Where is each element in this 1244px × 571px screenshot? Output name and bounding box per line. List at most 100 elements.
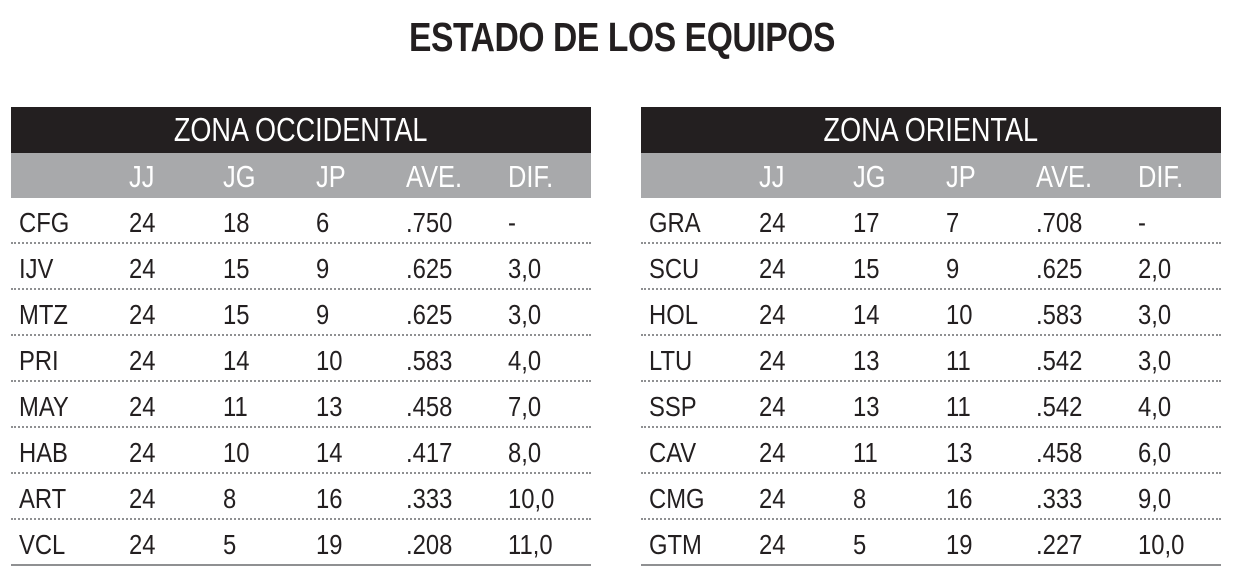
table-row: MTZ 24 15 9 .625 3,0 <box>11 290 591 336</box>
table-body-east: GRA 24 17 7 .708 - SCU 24 15 9 .625 2,0 … <box>641 198 1221 566</box>
team-code: GRA <box>649 207 701 238</box>
games-lost: 10 <box>316 345 343 376</box>
column-header-jg: JG <box>223 159 256 194</box>
team-code: GTM <box>649 529 702 560</box>
difference: 9,0 <box>1138 483 1172 514</box>
table-row: ART 24 8 16 .333 10,0 <box>11 474 591 520</box>
difference: - <box>508 207 516 238</box>
games-played: 24 <box>129 207 156 238</box>
difference: 3,0 <box>1138 299 1172 330</box>
games-lost: 9 <box>316 253 330 284</box>
column-header-jg: JG <box>853 159 886 194</box>
difference: 7,0 <box>508 391 542 422</box>
difference: 10,0 <box>1138 529 1185 560</box>
team-code: IJV <box>19 253 54 284</box>
games-played: 24 <box>129 391 156 422</box>
games-played: 24 <box>129 437 156 468</box>
games-won: 18 <box>223 207 250 238</box>
games-won: 17 <box>853 207 880 238</box>
games-played: 24 <box>759 483 786 514</box>
games-played: 24 <box>129 299 156 330</box>
games-won: 15 <box>853 253 880 284</box>
difference: 11,0 <box>508 529 553 560</box>
column-header-ave: AVE. <box>406 159 463 194</box>
table-row: CAV 24 11 13 .458 6,0 <box>641 428 1221 474</box>
games-lost: 13 <box>316 391 343 422</box>
games-lost: 16 <box>946 483 973 514</box>
games-won: 11 <box>853 437 878 468</box>
table-row: SCU 24 15 9 .625 2,0 <box>641 244 1221 290</box>
games-won: 14 <box>223 345 250 376</box>
average: .708 <box>1036 207 1083 238</box>
games-played: 24 <box>129 529 156 560</box>
difference: - <box>1138 207 1146 238</box>
games-played: 24 <box>759 391 786 422</box>
table-row: CMG 24 8 16 .333 9,0 <box>641 474 1221 520</box>
standings-table-west: ZONA OCCIDENTAL JJ JG JP AVE. DIF. CFG 2… <box>11 107 591 566</box>
table-row: CFG 24 18 6 .750 - <box>11 198 591 244</box>
table-row: MAY 24 11 13 .458 7,0 <box>11 382 591 428</box>
games-won: 13 <box>853 345 880 376</box>
average: .417 <box>406 437 453 468</box>
games-won: 10 <box>223 437 250 468</box>
team-code: ART <box>19 483 67 514</box>
table-row: PRI 24 14 10 .583 4,0 <box>11 336 591 382</box>
games-lost: 9 <box>946 253 960 284</box>
team-code: CMG <box>649 483 705 514</box>
column-header-jj: JJ <box>759 159 785 194</box>
average: .333 <box>1036 483 1083 514</box>
column-header-jj: JJ <box>129 159 155 194</box>
average: .583 <box>1036 299 1083 330</box>
difference: 4,0 <box>1138 391 1172 422</box>
games-lost: 19 <box>316 529 343 560</box>
games-played: 24 <box>759 299 786 330</box>
table-row: HOL 24 14 10 .583 3,0 <box>641 290 1221 336</box>
page-title: ESTADO DE LOS EQUIPOS <box>408 14 836 60</box>
column-header-jp: JP <box>316 159 346 194</box>
games-won: 8 <box>223 483 237 514</box>
difference: 6,0 <box>1138 437 1172 468</box>
column-header-ave: AVE. <box>1036 159 1093 194</box>
games-played: 24 <box>759 207 786 238</box>
games-won: 14 <box>853 299 880 330</box>
difference: 4,0 <box>508 345 542 376</box>
team-code: SCU <box>649 253 700 284</box>
zone-title-west: ZONA OCCIDENTAL <box>174 111 428 148</box>
games-lost: 6 <box>316 207 330 238</box>
table-row: IJV 24 15 9 .625 3,0 <box>11 244 591 290</box>
zone-title-east: ZONA ORIENTAL <box>823 111 1039 148</box>
games-won: 15 <box>223 253 250 284</box>
games-lost: 10 <box>946 299 973 330</box>
games-played: 24 <box>129 345 156 376</box>
average: .208 <box>406 529 453 560</box>
team-code: CFG <box>19 207 70 238</box>
standings-table-east: ZONA ORIENTAL JJ JG JP AVE. DIF. GRA 24 … <box>641 107 1221 566</box>
team-code: MAY <box>19 391 69 422</box>
difference: 2,0 <box>1138 253 1172 284</box>
average: .583 <box>406 345 453 376</box>
games-lost: 11 <box>946 391 971 422</box>
team-code: VCL <box>19 529 66 560</box>
average: .458 <box>406 391 453 422</box>
average: .750 <box>406 207 453 238</box>
zone-header-east: ZONA ORIENTAL <box>641 107 1221 153</box>
table-row: VCL 24 5 19 .208 11,0 <box>11 520 591 566</box>
table-row: GTM 24 5 19 .227 10,0 <box>641 520 1221 566</box>
games-played: 24 <box>759 529 786 560</box>
table-row: HAB 24 10 14 .417 8,0 <box>11 428 591 474</box>
average: .333 <box>406 483 453 514</box>
team-code: CAV <box>649 437 697 468</box>
average: .542 <box>1036 345 1083 376</box>
games-lost: 14 <box>316 437 343 468</box>
average: .227 <box>1036 529 1083 560</box>
games-lost: 7 <box>946 207 960 238</box>
difference: 3,0 <box>508 299 542 330</box>
games-won: 5 <box>853 529 867 560</box>
difference: 8,0 <box>508 437 542 468</box>
games-lost: 13 <box>946 437 973 468</box>
team-code: HAB <box>19 437 68 468</box>
average: .458 <box>1036 437 1083 468</box>
average: .625 <box>406 299 453 330</box>
column-header-row: JJ JG JP AVE. DIF. <box>11 153 591 198</box>
column-header-dif: DIF. <box>508 159 554 194</box>
